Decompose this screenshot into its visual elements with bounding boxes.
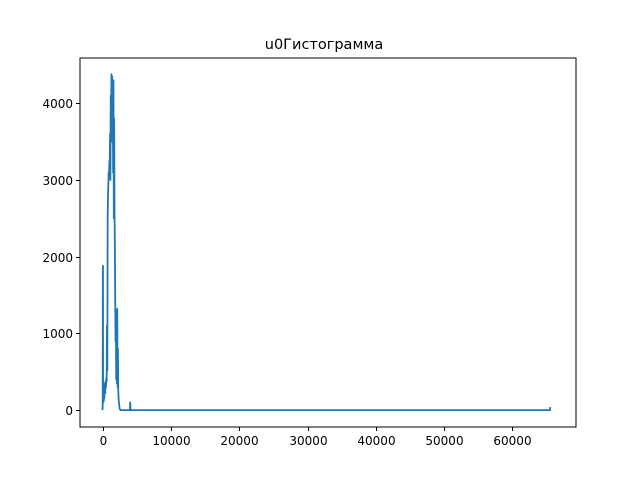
axes: 0 10000 20000 30000 40000 50000 60000 0 1000 2000…: [42, 57, 577, 448]
y-tick-label: 0: [65, 404, 73, 418]
x-tick-label: 0: [100, 434, 108, 448]
plot-area: [101, 73, 552, 412]
y-tick-label: 3000: [42, 174, 73, 188]
series-line-0: [101, 73, 552, 412]
x-tick-label: 30000: [289, 434, 327, 448]
x-tick-label: 10000: [152, 434, 190, 448]
chart-title: u0Гистограмма: [265, 37, 383, 53]
y-tick-label: 4000: [42, 97, 73, 111]
y-tick-label: 2000: [42, 251, 73, 265]
x-tick-label: 20000: [220, 434, 258, 448]
axes-frame: [79, 57, 577, 428]
x-tick-label: 40000: [357, 434, 395, 448]
y-tick-label: 1000: [42, 327, 73, 341]
x-tick-label: 50000: [425, 434, 463, 448]
x-tick-label: 60000: [493, 434, 531, 448]
